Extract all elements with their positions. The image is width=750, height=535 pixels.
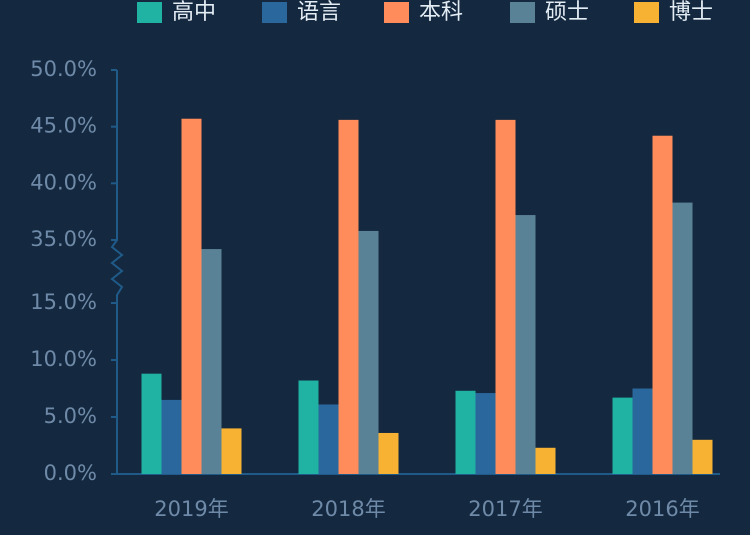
y-tick-label: 50.0% bbox=[30, 57, 97, 81]
bar bbox=[161, 399, 182, 474]
bar bbox=[338, 119, 359, 474]
bar bbox=[318, 404, 339, 474]
legend-swatch bbox=[634, 2, 659, 23]
bar bbox=[201, 249, 222, 474]
bar bbox=[358, 230, 379, 474]
y-tick-label: 5.0% bbox=[44, 404, 97, 428]
y-axis bbox=[110, 70, 124, 474]
bar bbox=[515, 215, 536, 475]
bar bbox=[475, 393, 496, 474]
y-tick-label: 45.0% bbox=[30, 114, 97, 138]
bar bbox=[692, 439, 713, 474]
y-tick-label: 40.0% bbox=[30, 170, 97, 194]
x-tick-label: 2019年 bbox=[154, 497, 228, 521]
bar bbox=[495, 119, 516, 474]
legend-label: 本科 bbox=[419, 0, 463, 25]
bar bbox=[221, 428, 242, 474]
legend-label: 博士 bbox=[669, 0, 713, 25]
legend-swatch bbox=[384, 2, 409, 23]
bar bbox=[612, 397, 633, 474]
bar bbox=[632, 388, 653, 474]
bar bbox=[535, 447, 556, 474]
bar bbox=[672, 202, 693, 474]
x-tick-label: 2017年 bbox=[468, 497, 542, 521]
legend-swatch bbox=[262, 2, 287, 23]
bar bbox=[455, 390, 476, 474]
legend-label: 语言 bbox=[297, 0, 341, 25]
y-tick-label: 10.0% bbox=[30, 347, 97, 371]
bar bbox=[378, 432, 399, 474]
bar bbox=[298, 380, 319, 474]
bar bbox=[181, 118, 202, 474]
bar bbox=[652, 135, 673, 474]
x-tick-label: 2018年 bbox=[311, 497, 385, 521]
legend-swatch bbox=[137, 2, 162, 23]
y-tick-label: 0.0% bbox=[44, 461, 97, 485]
y-tick-label: 35.0% bbox=[30, 227, 97, 251]
y-tick-label: 15.0% bbox=[30, 290, 97, 314]
bar bbox=[141, 373, 162, 474]
legend-label: 硕士 bbox=[545, 0, 589, 25]
legend-swatch bbox=[510, 2, 535, 23]
x-tick-label: 2016年 bbox=[625, 497, 699, 521]
legend-label: 高中 bbox=[172, 0, 216, 25]
